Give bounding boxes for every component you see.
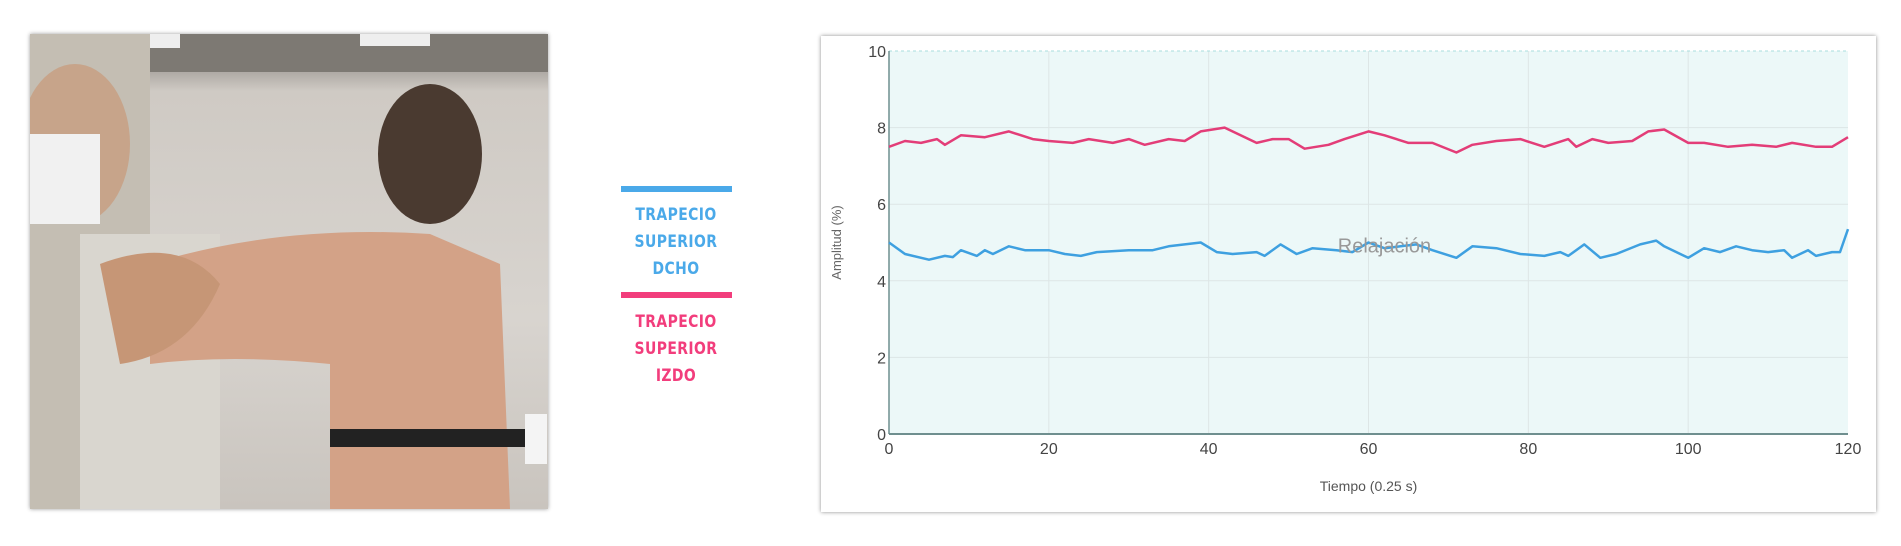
legend-label-left-trapezius: TRAPECIO SUPERIOR IZDO [597,309,754,390]
photo-illustration [30,34,548,509]
legend-label-line1: TRAPECIO SUPERIOR [634,205,718,252]
x-tick-label: 0 [885,441,894,458]
y-tick-label: 2 [877,350,886,367]
y-axis-title: Amplitud (%) [829,205,844,279]
chart-panel: 0 20 40 60 80 100 120 0 2 4 6 8 10 Relajación Tiempo… [821,36,1876,512]
legend-swatch-right-trapezius [621,186,732,192]
x-tick-label: 40 [1200,441,1218,458]
annotation-relajacion: Relajación [1338,235,1431,257]
emg-session-photo [30,34,548,509]
legend-label-line2: IZDO [655,366,697,386]
series-line-right-trapezius [888,228,1850,261]
series-line-left-trapezius [888,126,1849,154]
legend-swatch-left-trapezius [621,292,732,298]
x-tick-label: 80 [1519,441,1537,458]
y-tick-label: 0 [877,427,886,444]
y-tick-label: 6 [877,197,886,214]
x-tick-label: 100 [1675,441,1702,458]
x-tick-label: 20 [1040,441,1058,458]
legend-label-line1: TRAPECIO SUPERIOR [634,312,718,359]
x-tick-label: 120 [1835,441,1862,458]
emg-line-chart: 0 20 40 60 80 100 120 0 2 4 6 8 10 Relajación Tiempo… [829,44,1862,494]
x-tick-label: 60 [1360,441,1378,458]
legend-label-right-trapezius: TRAPECIO SUPERIOR DCHO [597,202,754,283]
y-tick-label: 4 [877,274,886,291]
y-tick-label: 10 [868,44,886,61]
legend-label-line2: DCHO [652,259,700,279]
y-tick-label: 8 [877,121,886,138]
x-axis-title: Tiempo (0.25 s) [1320,478,1418,494]
